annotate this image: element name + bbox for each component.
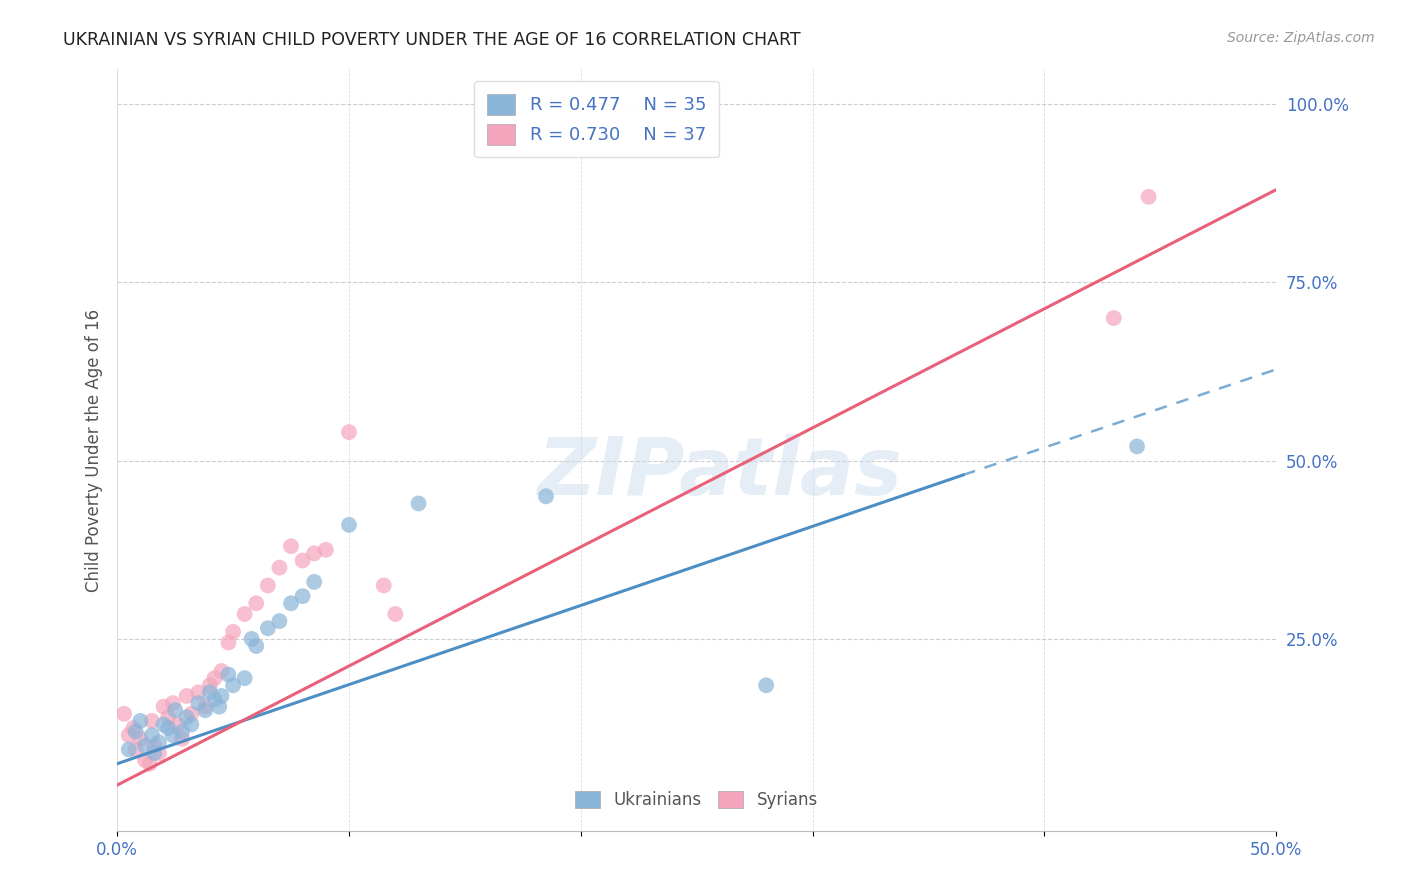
Point	[257, 578, 280, 592]
Point	[152, 699, 174, 714]
Point	[172, 724, 194, 739]
Point	[125, 724, 148, 739]
Text: Source: ZipAtlas.com: Source: ZipAtlas.com	[1227, 31, 1375, 45]
Point	[257, 621, 280, 635]
Point	[204, 671, 226, 685]
Point	[337, 425, 360, 439]
Point	[176, 689, 198, 703]
Point	[755, 678, 778, 692]
Point	[373, 578, 395, 592]
Point	[408, 496, 430, 510]
Point	[162, 728, 184, 742]
Legend: Ukrainians, Syrians: Ukrainians, Syrians	[568, 784, 825, 815]
Point	[245, 596, 267, 610]
Point	[180, 706, 202, 721]
Point	[208, 699, 231, 714]
Point	[141, 714, 163, 728]
Point	[129, 714, 152, 728]
Point	[291, 553, 314, 567]
Point	[211, 689, 233, 703]
Point	[217, 667, 239, 681]
Point	[204, 692, 226, 706]
Point	[269, 560, 291, 574]
Point	[337, 517, 360, 532]
Point	[217, 635, 239, 649]
Point	[240, 632, 263, 646]
Point	[141, 728, 163, 742]
Point	[129, 731, 152, 746]
Point	[172, 731, 194, 746]
Point	[302, 574, 325, 589]
Point	[112, 706, 135, 721]
Point	[1126, 439, 1149, 453]
Point	[280, 596, 302, 610]
Point	[134, 739, 156, 753]
Point	[291, 589, 314, 603]
Point	[187, 696, 209, 710]
Point	[222, 624, 245, 639]
Point	[315, 542, 337, 557]
Point	[211, 664, 233, 678]
Point	[162, 696, 184, 710]
Point	[302, 546, 325, 560]
Point	[222, 678, 245, 692]
Point	[194, 699, 217, 714]
Point	[143, 746, 166, 760]
Point	[198, 678, 221, 692]
Point	[152, 717, 174, 731]
Point	[233, 607, 256, 621]
Point	[176, 710, 198, 724]
Point	[166, 717, 188, 731]
Point	[194, 703, 217, 717]
Point	[118, 728, 141, 742]
Point	[143, 739, 166, 753]
Y-axis label: Child Poverty Under the Age of 16: Child Poverty Under the Age of 16	[86, 309, 103, 591]
Point	[198, 685, 221, 699]
Point	[233, 671, 256, 685]
Point	[245, 639, 267, 653]
Text: ZIPatlas: ZIPatlas	[537, 434, 903, 512]
Point	[187, 685, 209, 699]
Point	[180, 717, 202, 731]
Point	[269, 614, 291, 628]
Point	[134, 753, 156, 767]
Point	[148, 735, 170, 749]
Point	[280, 539, 302, 553]
Point	[534, 489, 557, 503]
Point	[1102, 311, 1125, 326]
Point	[122, 721, 145, 735]
Point	[138, 756, 160, 771]
Point	[165, 703, 187, 717]
Point	[384, 607, 406, 621]
Text: UKRAINIAN VS SYRIAN CHILD POVERTY UNDER THE AGE OF 16 CORRELATION CHART: UKRAINIAN VS SYRIAN CHILD POVERTY UNDER …	[63, 31, 801, 49]
Point	[157, 721, 180, 735]
Point	[1137, 190, 1160, 204]
Point	[148, 746, 170, 760]
Point	[157, 710, 180, 724]
Point	[125, 742, 148, 756]
Point	[118, 742, 141, 756]
